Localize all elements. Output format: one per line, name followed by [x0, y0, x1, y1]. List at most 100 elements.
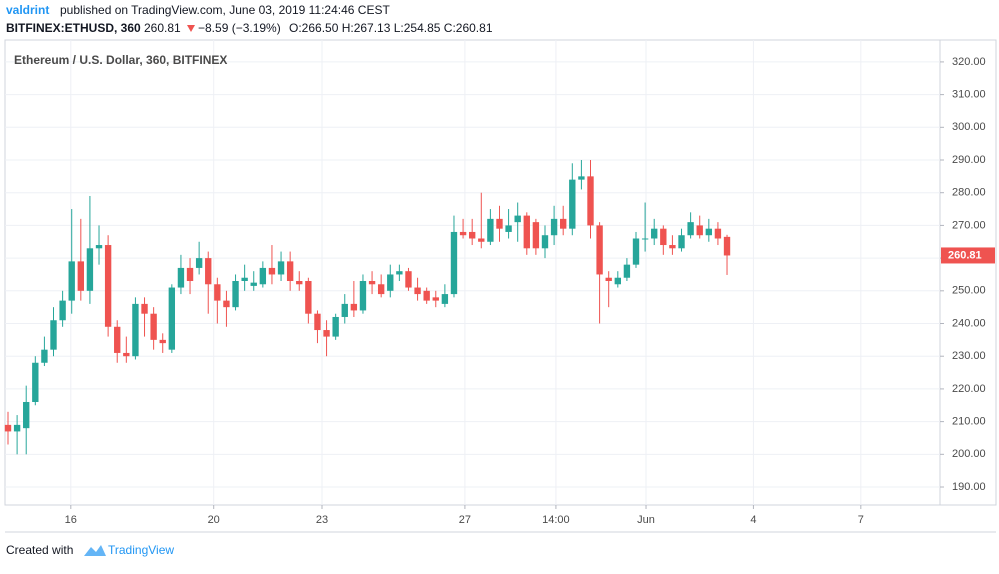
- y-tick-label: 320.00: [952, 56, 986, 68]
- body: [714, 228, 722, 239]
- change: −8.59 (−3.19%): [198, 21, 281, 35]
- y-tick-label: 190.00: [952, 481, 986, 493]
- body: [223, 300, 230, 308]
- body: [377, 284, 385, 295]
- body: [487, 218, 494, 242]
- x-tick-label: 14:00: [542, 514, 570, 526]
- body: [123, 352, 130, 357]
- body: [77, 261, 85, 291]
- body: [104, 245, 112, 327]
- body: [241, 277, 248, 282]
- body: [268, 267, 276, 275]
- body: [387, 274, 394, 291]
- body: [651, 228, 658, 239]
- down-arrow: [187, 25, 195, 32]
- body: [441, 294, 449, 304]
- body: [523, 215, 530, 249]
- body: [214, 284, 221, 301]
- y-tick-label: 270.00: [952, 219, 986, 231]
- body: [578, 176, 585, 180]
- body: [459, 231, 467, 236]
- x-tick-label: 7: [858, 514, 864, 526]
- body: [505, 225, 512, 232]
- body: [277, 261, 285, 275]
- body: [314, 313, 321, 331]
- body: [596, 225, 603, 275]
- y-tick-label: 250.00: [952, 285, 986, 297]
- price-axis-frame: [939, 39, 997, 506]
- body: [341, 303, 348, 317]
- x-tick-label: 23: [316, 514, 328, 526]
- chart-title: Ethereum / U.S. Dollar, 360, BITFINEX: [14, 53, 227, 67]
- body: [605, 277, 612, 282]
- y-tick-label: 290.00: [952, 154, 986, 166]
- body: [632, 238, 640, 265]
- body: [177, 267, 185, 288]
- plot-frame: [4, 39, 941, 506]
- body: [232, 281, 239, 308]
- body: [641, 238, 649, 240]
- published: published on TradingView.com, June 03, 2…: [60, 3, 390, 17]
- x-tick-label: 4: [750, 514, 756, 526]
- author[interactable]: valdrint: [6, 3, 49, 17]
- body: [669, 245, 676, 249]
- body: [687, 222, 694, 236]
- body: [350, 303, 358, 311]
- body: [296, 281, 303, 285]
- body: [532, 222, 540, 249]
- body: [205, 258, 212, 285]
- body: [159, 339, 166, 344]
- last: 260.81: [144, 21, 181, 35]
- symbol: BITFINEX:ETHUSD, 360: [6, 21, 141, 35]
- body: [132, 303, 139, 357]
- body: [723, 236, 731, 256]
- body: [23, 401, 30, 429]
- body: [696, 225, 703, 236]
- body: [450, 231, 458, 295]
- y-tick-label: 230.00: [952, 350, 986, 362]
- body: [468, 231, 476, 239]
- x-tick-label: Jun: [637, 514, 655, 526]
- body: [68, 261, 75, 301]
- body: [660, 228, 667, 246]
- body: [423, 290, 430, 301]
- body: [114, 326, 121, 353]
- y-tick-label: 200.00: [952, 448, 986, 460]
- body: [286, 261, 294, 282]
- y-tick-label: 310.00: [952, 89, 986, 101]
- body: [41, 349, 48, 363]
- body: [496, 218, 503, 229]
- body: [323, 330, 330, 337]
- body: [614, 277, 621, 285]
- x-tick-label: 16: [65, 514, 77, 526]
- body: [150, 313, 157, 340]
- body: [414, 287, 421, 295]
- body: [405, 271, 412, 288]
- body: [186, 267, 194, 282]
- body: [50, 320, 57, 350]
- last-price-box: [941, 247, 995, 264]
- body: [396, 271, 403, 275]
- body: [59, 300, 66, 321]
- body: [305, 281, 312, 314]
- body: [95, 245, 103, 249]
- body: [514, 215, 521, 223]
- body: [259, 267, 267, 285]
- body: [32, 362, 39, 402]
- ohlc: O:266.50 H:267.13 L:254.85 C:260.81: [289, 21, 493, 35]
- body: [332, 316, 339, 337]
- body: [432, 297, 439, 301]
- body: [13, 424, 21, 432]
- body: [168, 287, 176, 350]
- body: [541, 235, 549, 249]
- y-tick-label: 210.00: [952, 416, 986, 428]
- y-tick-label: 220.00: [952, 383, 986, 395]
- brand[interactable]: TradingView: [108, 543, 174, 557]
- body: [569, 179, 576, 229]
- y-tick-label: 280.00: [952, 187, 986, 199]
- y-tick-label: 240.00: [952, 317, 986, 329]
- body: [705, 228, 713, 236]
- x-tick-label: 27: [459, 514, 471, 526]
- body: [195, 258, 203, 268]
